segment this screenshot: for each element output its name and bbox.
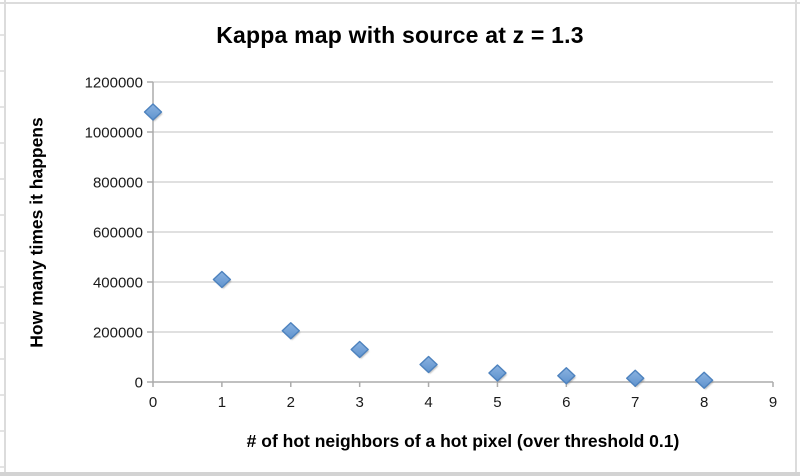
data-point[interactable] (350, 340, 369, 359)
data-point[interactable] (626, 369, 645, 387)
x-tick-label: 3 (355, 394, 363, 411)
y-tick-label: 1000000 (85, 124, 143, 141)
x-tick-label: 9 (769, 394, 777, 411)
x-tick-label: 1 (218, 394, 226, 411)
y-tick-label: 600000 (93, 224, 143, 241)
x-tick-label: 4 (424, 394, 432, 411)
x-axis-title: # of hot neighbors of a hot pixel (over … (246, 431, 680, 451)
x-tick-label: 0 (149, 394, 157, 411)
data-point[interactable] (212, 270, 232, 289)
sheet-edge-top (0, 2, 800, 4)
x-tick-label: 5 (493, 394, 501, 411)
x-tick-label: 7 (631, 394, 639, 411)
sheet-row-ticks (0, 0, 4, 472)
data-point[interactable] (281, 322, 300, 340)
data-point[interactable] (557, 367, 576, 385)
y-tick-label: 0 (135, 374, 143, 391)
data-point[interactable] (488, 364, 507, 382)
x-tick-label: 2 (287, 394, 295, 411)
sheet-edge-bottom (0, 472, 800, 476)
sheet-edge-right (795, 0, 797, 472)
y-tick-label: 400000 (93, 274, 143, 291)
x-tick-label: 8 (700, 394, 708, 411)
data-point[interactable] (143, 103, 163, 121)
data-point[interactable] (694, 371, 714, 389)
x-tick-label: 6 (562, 394, 570, 411)
y-tick-label: 800000 (93, 174, 143, 191)
data-point[interactable] (419, 355, 438, 374)
y-tick-label: 1200000 (85, 74, 143, 91)
y-tick-label: 200000 (93, 324, 143, 341)
chart-title: Kappa map with source at z = 1.3 (216, 22, 584, 48)
sheet-edge-left (4, 0, 6, 472)
